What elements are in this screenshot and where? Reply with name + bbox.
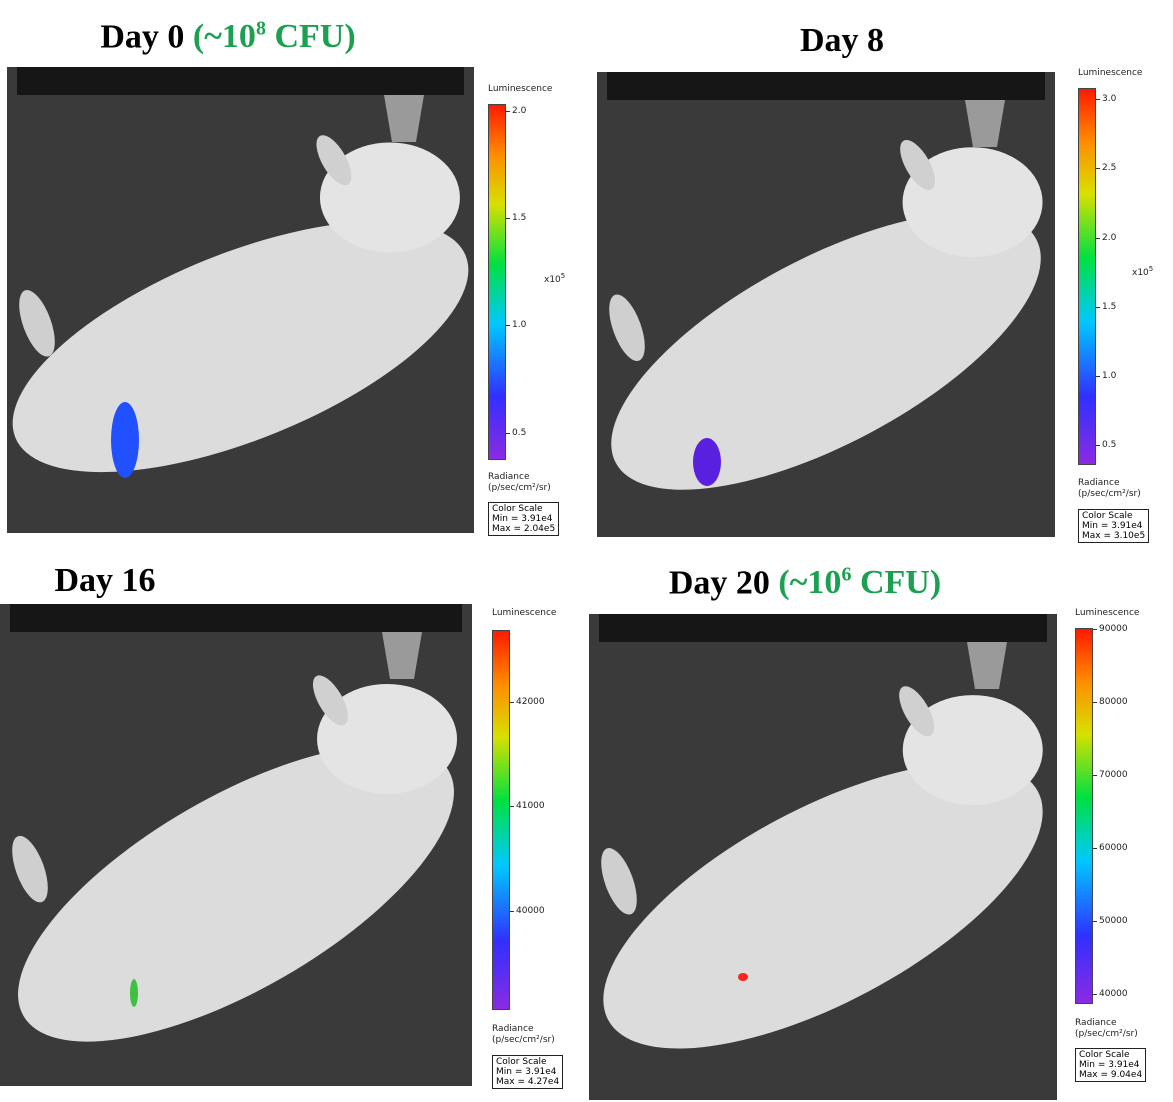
box-max: Max = 3.10e5: [1082, 531, 1146, 541]
scale-title: Luminescence: [1075, 608, 1140, 618]
mouse-image: [7, 67, 474, 533]
tick-label: 0.5: [1102, 440, 1117, 450]
tick-label: 2.5: [1102, 163, 1117, 173]
box-title: Color Scale: [496, 1057, 547, 1067]
tick-label: 40000: [516, 906, 545, 916]
tick-mark: [1096, 238, 1100, 239]
box-min: Min = 3.91e4: [496, 1067, 557, 1077]
scale-title: Luminescence: [492, 608, 557, 618]
box-max: Max = 4.27e4: [496, 1077, 560, 1087]
panel-title: Day 20 (~106 CFU): [669, 564, 941, 602]
box-min: Min = 3.91e4: [1079, 1060, 1140, 1070]
tick-mark: [510, 702, 514, 703]
multiplier-exponent: 5: [1148, 265, 1154, 273]
unit-title: Radiance: [488, 472, 530, 482]
tick-mark: [1096, 376, 1100, 377]
unit: (p/sec/cm²/sr): [1075, 1029, 1138, 1039]
color-scale-box: Color Scale Min = 3.91e4 Max = 4.27e4: [492, 1055, 564, 1089]
tick-label: 60000: [1099, 843, 1128, 853]
tick-mark: [1093, 848, 1097, 849]
mouse-image: [589, 614, 1057, 1100]
box-min: Min = 3.91e4: [1082, 521, 1143, 531]
tick-label: 0.5: [512, 428, 527, 438]
tick-label: 1.0: [1102, 371, 1117, 381]
multiplier-base: x10: [544, 275, 561, 285]
box-min: Min = 3.91e4: [492, 514, 553, 524]
box-title: Color Scale: [1079, 1050, 1130, 1060]
unit: (p/sec/cm²/sr): [492, 1035, 555, 1045]
box-title: Color Scale: [492, 504, 543, 514]
panel-title: Day 8: [800, 22, 884, 60]
color-bar: [488, 104, 506, 460]
tick-label: 80000: [1099, 697, 1128, 707]
box-title: Color Scale: [1082, 511, 1133, 521]
tick-label: 3.0: [1102, 94, 1117, 104]
day-label: Day 0: [100, 18, 185, 56]
tick-label: 1.5: [512, 213, 527, 223]
day-label: Day 8: [799, 22, 885, 59]
tick-label: 42000: [516, 697, 545, 707]
tick-mark: [1093, 629, 1097, 630]
tick-mark: [510, 806, 514, 807]
tick-mark: [1096, 307, 1100, 308]
tick-mark: [506, 325, 510, 326]
color-scale-box: Color Scale Min = 3.91e4 Max = 3.10e5: [1078, 509, 1150, 543]
tick-mark: [1093, 921, 1097, 922]
dose-exponent: 6: [841, 564, 852, 586]
dose-label: (~108 CFU): [193, 18, 356, 55]
unit-title: Radiance: [1075, 1018, 1117, 1028]
scale-title: Luminescence: [1078, 68, 1143, 78]
tick-mark: [506, 218, 510, 219]
scale-multiplier: x105: [544, 272, 565, 285]
color-scale-box: Color Scale Min = 3.91e4 Max = 2.04e5: [488, 502, 560, 536]
mouse-image: [0, 604, 472, 1086]
unit-title: Radiance: [1078, 478, 1120, 488]
panel-title: Day 0 (~108 CFU): [100, 18, 355, 56]
tick-label: 90000: [1099, 624, 1128, 634]
panel-title: Day 16: [54, 562, 155, 600]
color-bar: [492, 630, 510, 1010]
tick-mark: [1093, 702, 1097, 703]
day-label: Day 16: [54, 562, 156, 599]
dose-prefix: (~10: [778, 564, 842, 602]
multiplier-exponent: 5: [560, 272, 566, 280]
unit: (p/sec/cm²/sr): [1078, 489, 1141, 499]
tick-label: 41000: [516, 801, 545, 811]
color-bar: [1075, 628, 1093, 1004]
day-label: Day 20: [668, 564, 770, 602]
tick-mark: [1093, 994, 1097, 995]
dose-exponent: 8: [255, 18, 266, 40]
tick-mark: [1096, 99, 1100, 100]
tick-mark: [506, 111, 510, 112]
mouse-image: [597, 72, 1055, 537]
unit: (p/sec/cm²/sr): [488, 483, 551, 493]
tick-mark: [1096, 445, 1100, 446]
tick-mark: [510, 911, 514, 912]
box-max: Max = 9.04e4: [1079, 1070, 1143, 1080]
scale-multiplier: x105: [1132, 265, 1153, 278]
color-bar: [1078, 88, 1096, 465]
tick-label: 1.5: [1102, 302, 1117, 312]
box-max: Max = 2.04e5: [492, 524, 556, 534]
tick-label: 50000: [1099, 916, 1128, 926]
tick-mark: [506, 433, 510, 434]
color-scale-box: Color Scale Min = 3.91e4 Max = 9.04e4: [1075, 1048, 1147, 1082]
dose-label: (~106 CFU): [778, 564, 941, 601]
scale-title: Luminescence: [488, 84, 553, 94]
tick-mark: [1093, 775, 1097, 776]
tick-label: 2.0: [1102, 233, 1117, 243]
tick-label: 2.0: [512, 106, 527, 116]
dose-prefix: (~10: [192, 18, 256, 56]
unit-title: Radiance: [492, 1024, 534, 1034]
tick-label: 1.0: [512, 320, 527, 330]
multiplier-base: x10: [1132, 268, 1149, 278]
dose-suffix: CFU): [274, 18, 356, 56]
tick-mark: [1096, 168, 1100, 169]
tick-label: 70000: [1099, 770, 1128, 780]
tick-label: 40000: [1099, 989, 1128, 999]
dose-suffix: CFU): [859, 564, 942, 602]
